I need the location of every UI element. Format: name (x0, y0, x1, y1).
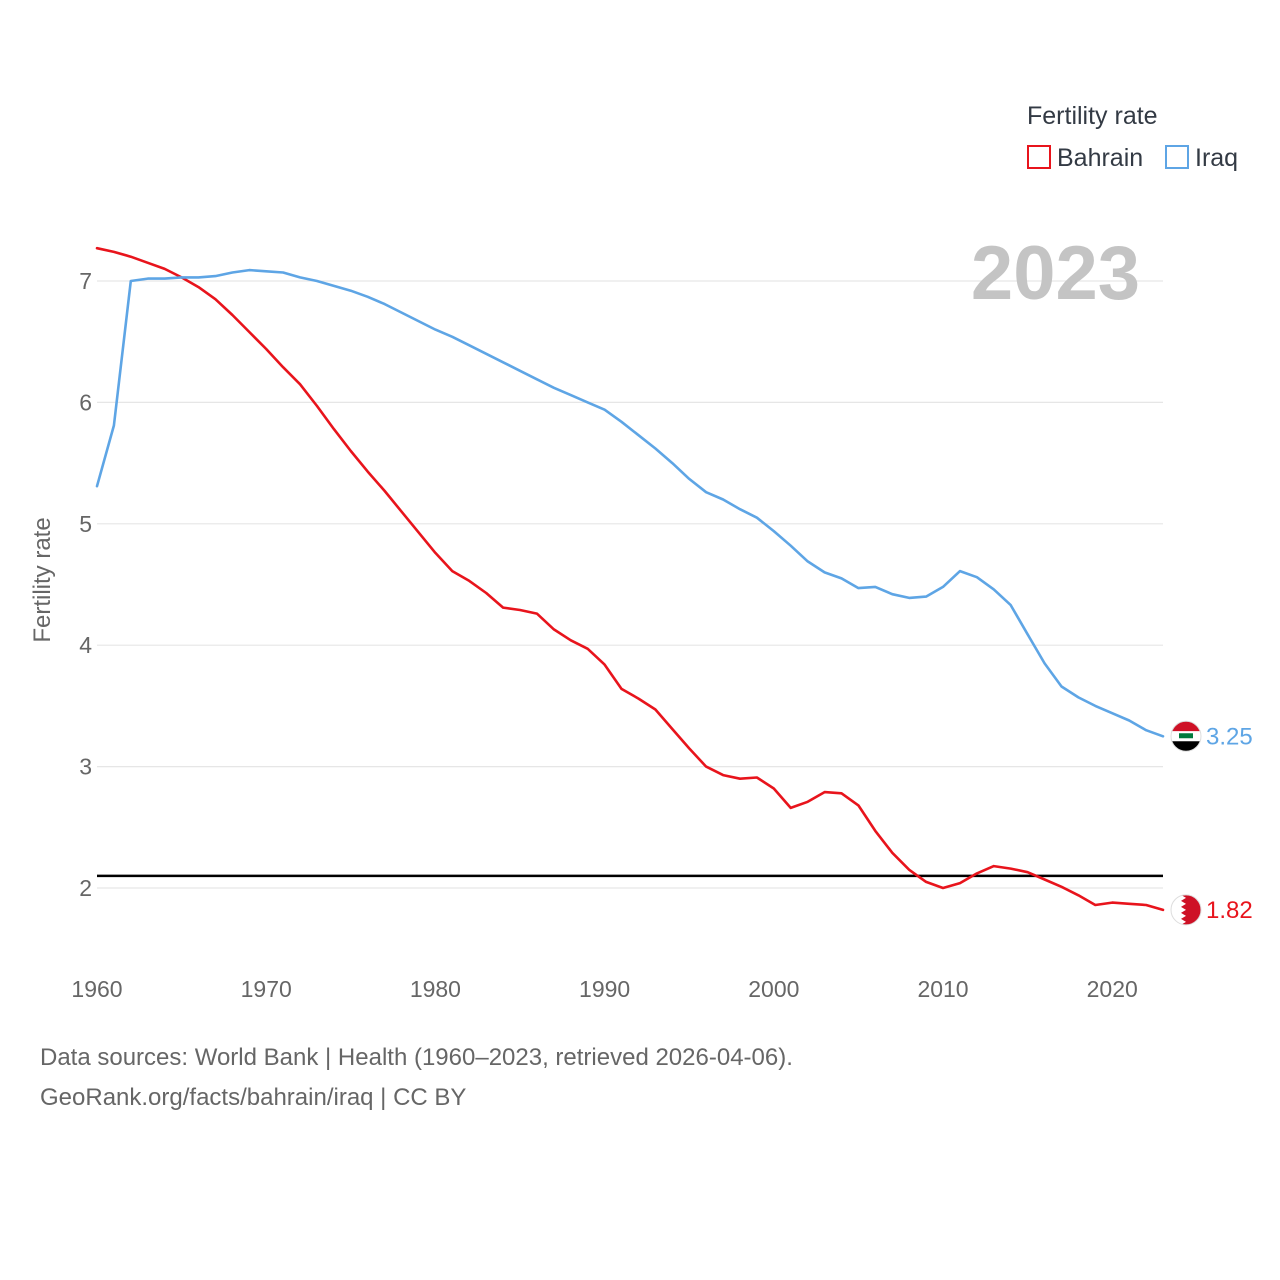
legend[interactable]: Fertility rate Bahrain Iraq (1027, 102, 1238, 172)
legend-label-bahrain[interactable]: Bahrain (1057, 144, 1143, 172)
legend-title: Fertility rate (1027, 102, 1158, 130)
y-tick-label: 5 (79, 511, 92, 537)
series-line-bahrain (95, 246, 1165, 912)
end-value-label-bahrain: 1.82 (1206, 897, 1253, 924)
flag-body (1171, 894, 1201, 925)
series-line-iraq (95, 268, 1165, 738)
flag-serration-white (1171, 894, 1186, 925)
footer-sources: Data sources: World Bank | Health (1960–… (40, 1044, 793, 1071)
x-tick-label: 2000 (748, 976, 799, 1002)
y-axis-title: Fertility rate (29, 517, 56, 642)
x-axis-ticks: 1960 1970 1980 1990 2000 2010 2020 (71, 976, 1137, 1002)
x-tick-label: 1960 (71, 976, 122, 1002)
flag-stripe-red (1171, 721, 1201, 732)
series-lines (95, 246, 1165, 912)
end-value-label-iraq: 3.25 (1206, 723, 1253, 750)
gridlines (97, 280, 1163, 889)
x-tick-label: 1980 (410, 976, 461, 1002)
footer-attribution: GeoRank.org/facts/bahrain/iraq | CC BY (40, 1084, 467, 1111)
x-tick-label: 2020 (1087, 976, 1138, 1002)
y-tick-label: 7 (79, 268, 92, 294)
flag-outline (1170, 720, 1202, 752)
y-axis-ticks: 2 3 4 5 6 7 (79, 268, 92, 901)
x-tick-label: 2010 (917, 976, 968, 1002)
flag-icon-iraq (1170, 720, 1202, 752)
year-label: 2023 (971, 231, 1140, 316)
x-tick-label: 1990 (579, 976, 630, 1002)
y-tick-label: 4 (79, 632, 92, 658)
flag-script (1179, 733, 1193, 739)
x-tick-label: 1970 (241, 976, 292, 1002)
y-tick-label: 2 (79, 875, 92, 901)
legend-swatch-bahrain[interactable] (1027, 145, 1051, 169)
y-tick-label: 6 (79, 389, 92, 415)
series-end-markers: 1.82 3.25 (1170, 720, 1253, 926)
legend-label-iraq[interactable]: Iraq (1195, 144, 1238, 172)
flag-stripe-black (1171, 741, 1201, 752)
flag-icon-bahrain (1170, 894, 1202, 926)
flag-body (1171, 721, 1201, 752)
legend-swatch-iraq[interactable] (1165, 145, 1189, 169)
flag-outline (1170, 894, 1202, 926)
y-tick-label: 3 (79, 754, 92, 780)
